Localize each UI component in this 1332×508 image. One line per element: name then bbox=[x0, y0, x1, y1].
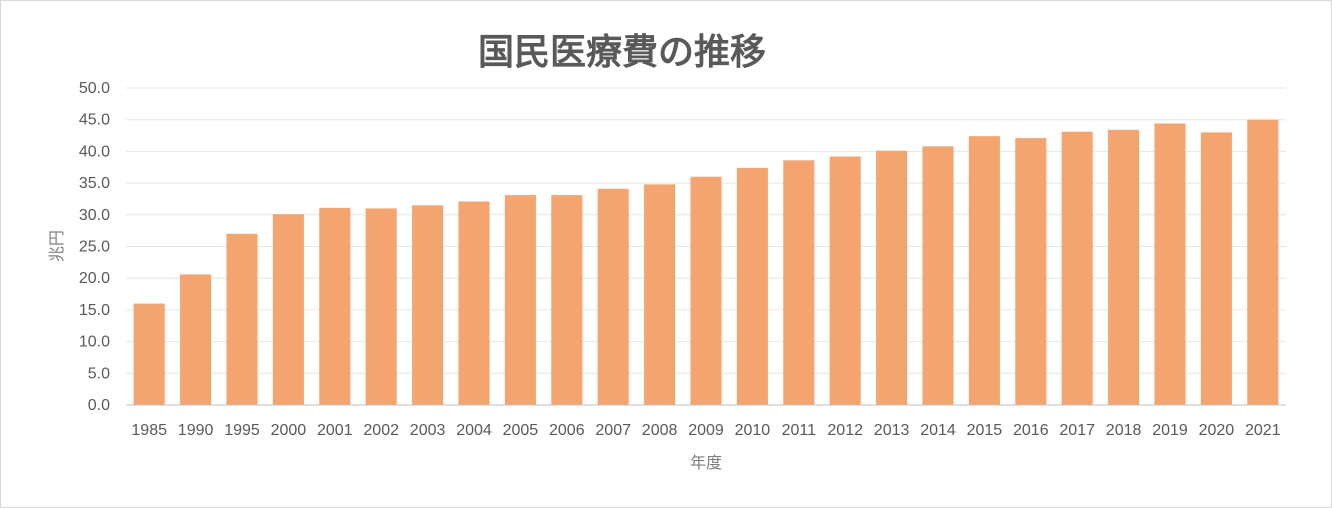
x-tick-label: 1995 bbox=[224, 422, 260, 439]
y-tick-label: 15.0 bbox=[79, 302, 110, 319]
y-tick-label: 30.0 bbox=[79, 207, 110, 224]
bar-1990 bbox=[180, 274, 212, 405]
bar-1995 bbox=[226, 233, 258, 405]
bar-2000 bbox=[272, 214, 304, 405]
x-tick-label: 2021 bbox=[1245, 422, 1281, 439]
y-tick-label: 50.0 bbox=[79, 80, 110, 97]
x-tick-label: 2015 bbox=[967, 422, 1003, 439]
bar-2018 bbox=[1108, 129, 1140, 405]
x-tick-label: 2017 bbox=[1059, 422, 1095, 439]
y-tick-labels: 0.0 5.0 10.0 15.0 20.0 25.0 30.0 35.0 40.0 45.0 50… bbox=[79, 80, 110, 414]
bar-2012 bbox=[829, 156, 861, 405]
x-tick-label: 2000 bbox=[271, 422, 307, 439]
bar-2003 bbox=[412, 205, 444, 405]
y-axis-label: 兆円 bbox=[47, 230, 66, 262]
bar-2006 bbox=[551, 195, 583, 405]
bar-2020 bbox=[1200, 132, 1232, 405]
x-tick-label: 2003 bbox=[410, 422, 446, 439]
bar-2004 bbox=[458, 201, 490, 405]
x-tick-label: 2005 bbox=[503, 422, 539, 439]
x-tick-label: 2002 bbox=[363, 422, 399, 439]
bars bbox=[133, 119, 1279, 405]
x-tick-label: 2010 bbox=[735, 422, 771, 439]
x-tick-label: 2012 bbox=[827, 422, 863, 439]
x-tick-label: 2019 bbox=[1152, 422, 1188, 439]
x-tick-label: 2006 bbox=[549, 422, 585, 439]
bar-2005 bbox=[504, 195, 536, 405]
bar-2014 bbox=[922, 146, 954, 405]
y-tick-label: 25.0 bbox=[79, 239, 110, 256]
y-tick-label: 20.0 bbox=[79, 270, 110, 287]
x-tick-label: 2004 bbox=[456, 422, 492, 439]
x-tick-label: 2001 bbox=[317, 422, 353, 439]
x-tick-label: 2011 bbox=[782, 422, 817, 439]
bar-2017 bbox=[1061, 131, 1093, 405]
bar-2009 bbox=[690, 176, 722, 405]
bar-2011 bbox=[783, 160, 815, 405]
bar-2008 bbox=[644, 184, 676, 405]
x-tick-label: 2013 bbox=[874, 422, 910, 439]
y-tick-label: 5.0 bbox=[88, 365, 110, 382]
x-tick-label: 2007 bbox=[595, 422, 631, 439]
bar-2016 bbox=[1015, 138, 1047, 405]
x-tick-labels: 1985 1990 1995 2000 2001 2002 2003 2004 2005 2006… bbox=[131, 422, 1280, 439]
x-tick-label: 1990 bbox=[178, 422, 214, 439]
x-tick-label: 2009 bbox=[688, 422, 724, 439]
bar-2001 bbox=[319, 207, 351, 405]
bar-2019 bbox=[1154, 123, 1186, 405]
x-tick-label: 2016 bbox=[1013, 422, 1049, 439]
x-tick-label: 2018 bbox=[1106, 422, 1142, 439]
x-tick-label: 2008 bbox=[642, 422, 678, 439]
bar-1985 bbox=[133, 303, 165, 405]
y-tick-label: 45.0 bbox=[79, 112, 110, 129]
bar-2007 bbox=[597, 188, 629, 405]
bar-2013 bbox=[876, 150, 908, 405]
bar-2021 bbox=[1247, 119, 1279, 405]
bar-2010 bbox=[736, 167, 768, 405]
bar-2015 bbox=[968, 136, 1000, 405]
x-tick-label: 1985 bbox=[131, 422, 167, 439]
x-tick-label: 2014 bbox=[920, 422, 956, 439]
y-tick-label: 35.0 bbox=[79, 175, 110, 192]
y-tick-label: 0.0 bbox=[88, 397, 110, 414]
y-tick-label: 40.0 bbox=[79, 143, 110, 160]
y-tick-label: 10.0 bbox=[79, 334, 110, 351]
bar-2002 bbox=[365, 208, 397, 405]
chart-title: 国民医療費の推移 bbox=[478, 32, 766, 73]
x-axis-label: 年度 bbox=[690, 453, 722, 472]
x-tick-label: 2020 bbox=[1199, 422, 1235, 439]
